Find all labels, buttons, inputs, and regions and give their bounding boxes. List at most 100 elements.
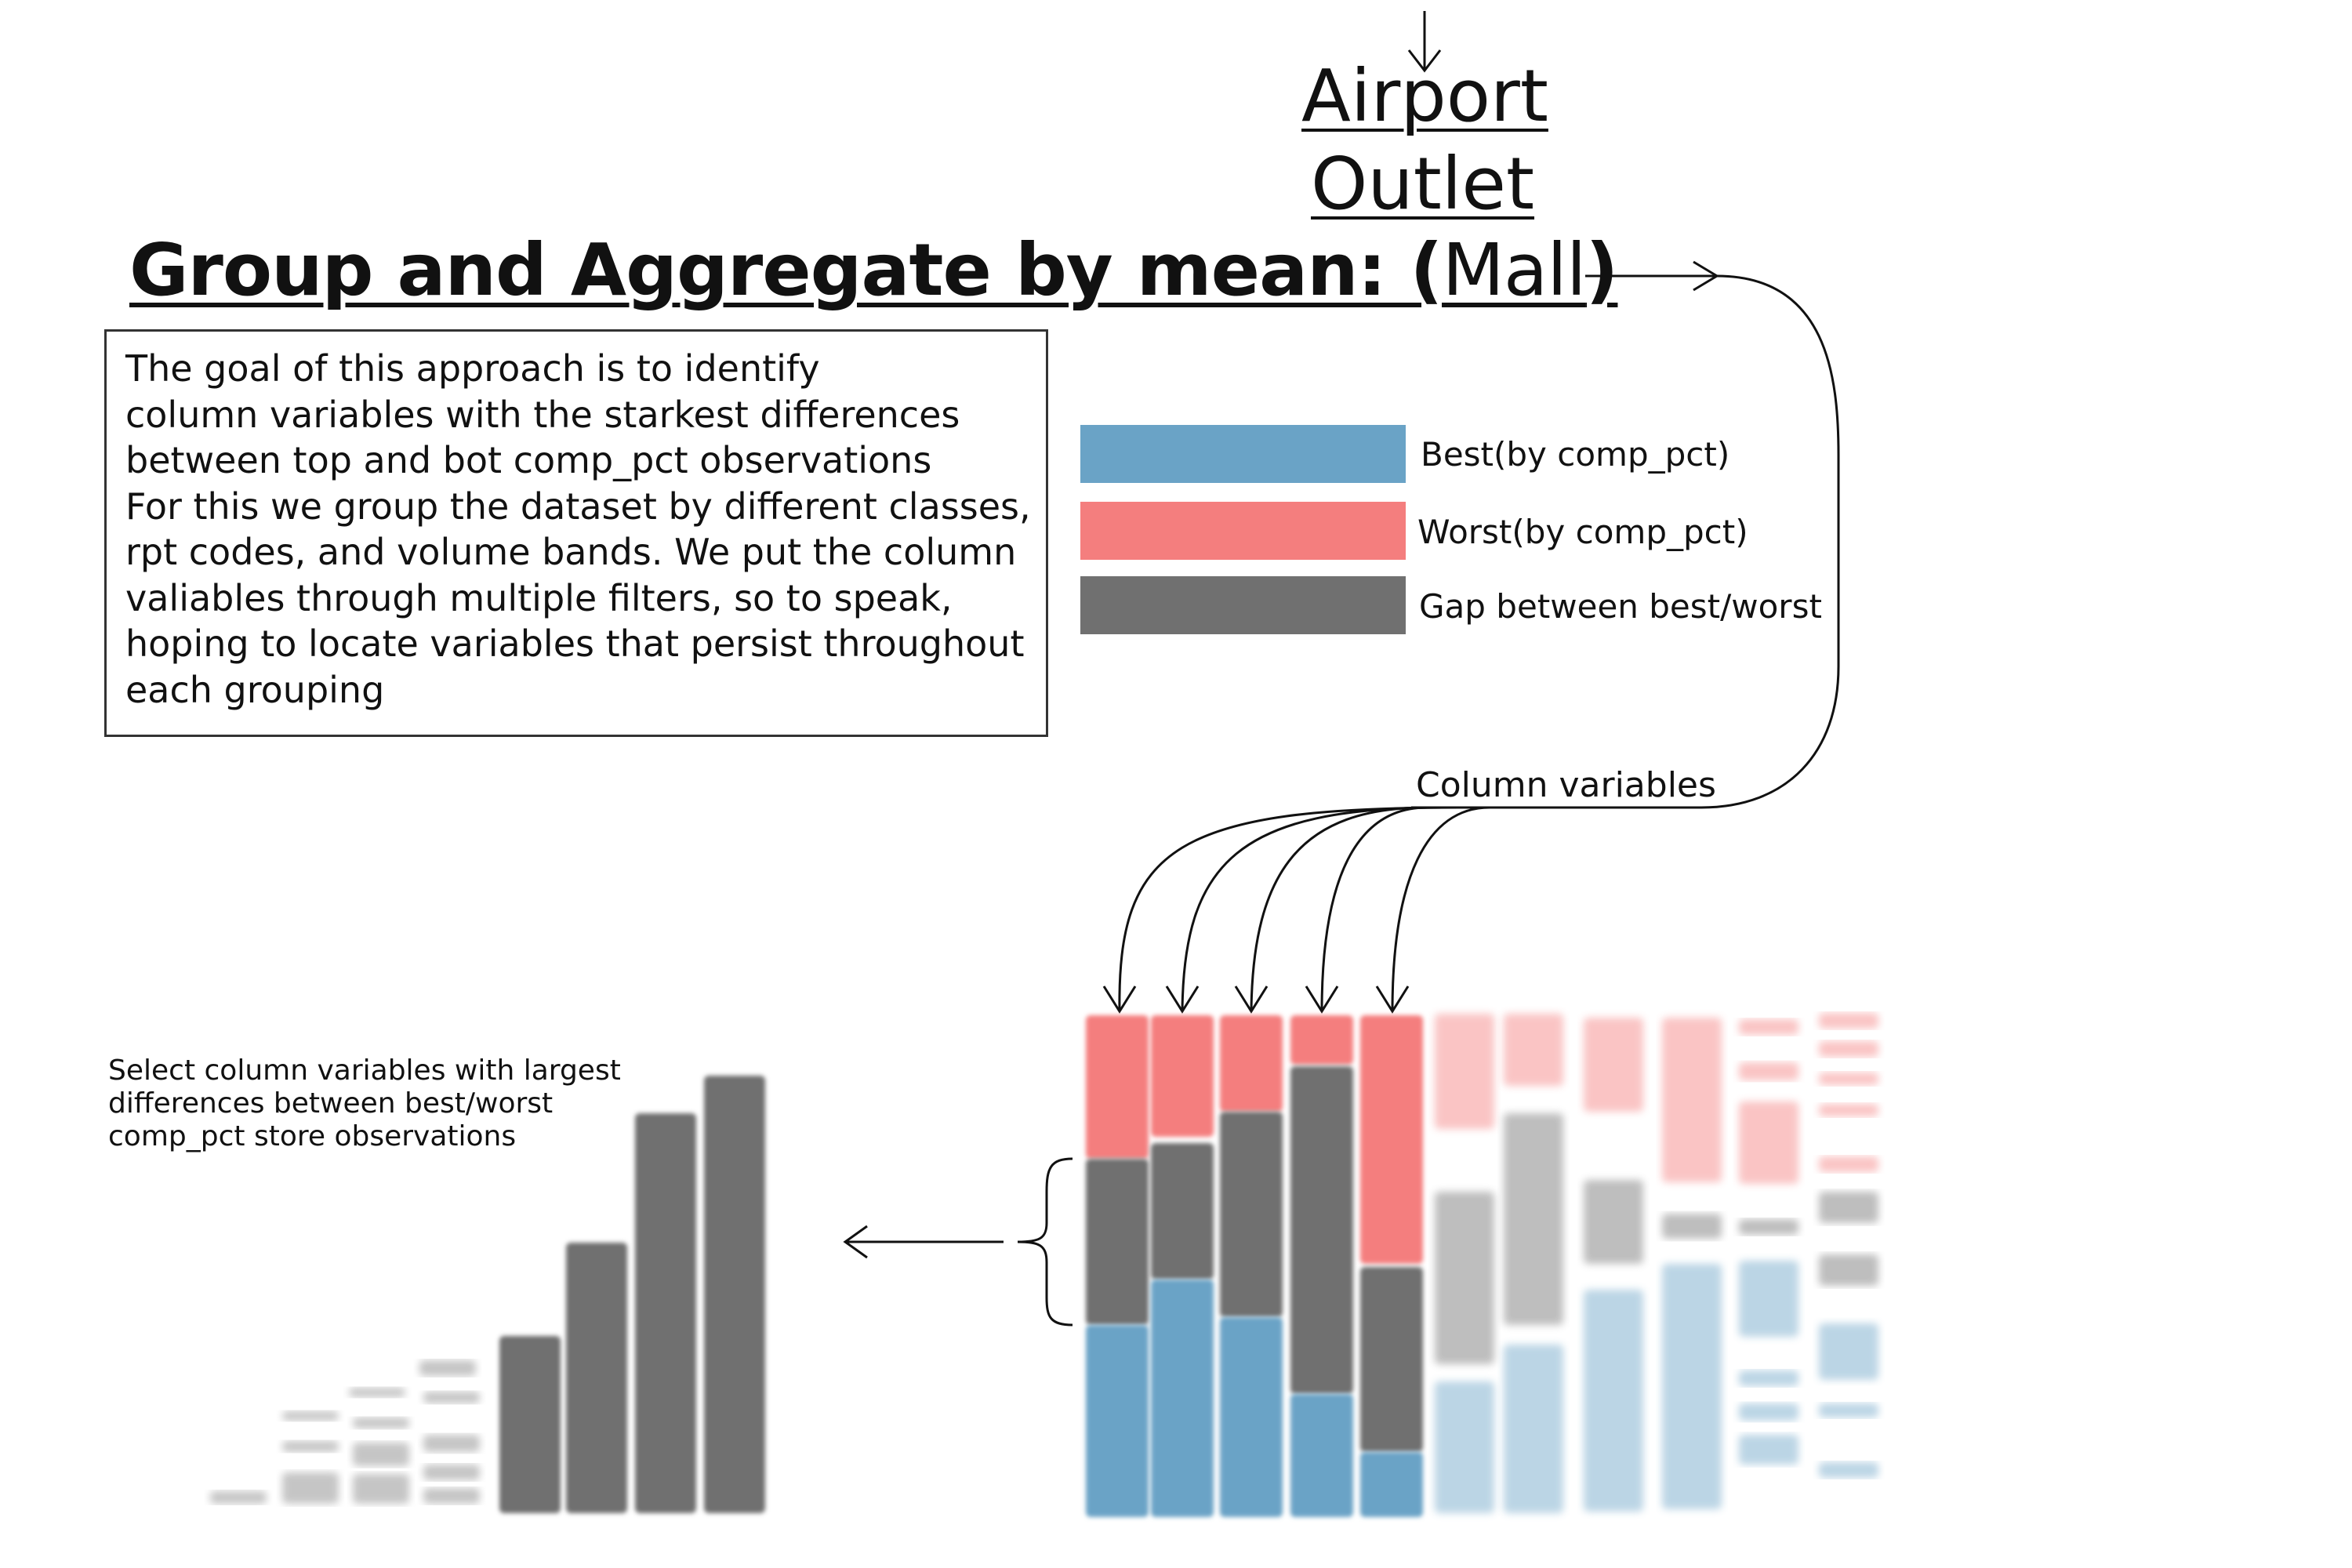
curved-arrow-icon bbox=[1118, 806, 1459, 1012]
gap-segment-faded bbox=[1819, 1254, 1878, 1286]
best-segment-faded bbox=[1739, 1370, 1798, 1386]
description-line: hoping to locate variables that persist … bbox=[125, 622, 1025, 665]
gap-segment-faded bbox=[1662, 1214, 1722, 1239]
description-line: each grouping bbox=[125, 668, 385, 711]
loop-arrow-icon bbox=[1411, 260, 1840, 809]
best-segment-faded bbox=[1819, 1323, 1878, 1380]
gap-bar bbox=[566, 1243, 627, 1513]
worst-segment-faded bbox=[1819, 1156, 1878, 1172]
best-segment bbox=[1220, 1317, 1283, 1517]
best-segment-faded bbox=[1819, 1462, 1878, 1478]
title-alt-outlet: Outlet bbox=[1311, 142, 1535, 226]
description-line: column variables with the starkest diffe… bbox=[125, 393, 960, 436]
down-arrow-icon bbox=[1407, 11, 1442, 73]
gap-segment-faded bbox=[1504, 1113, 1563, 1325]
gap-segment bbox=[1220, 1112, 1283, 1317]
title-prefix: Group and Aggregate by mean: ( bbox=[129, 228, 1443, 312]
gap-bar-faded bbox=[349, 1388, 405, 1397]
select-note: Select column variables with largest dif… bbox=[108, 1054, 621, 1153]
brace-icon bbox=[1017, 1157, 1073, 1327]
stacked-columns bbox=[1086, 1013, 1878, 1517]
worst-segment-faded bbox=[1435, 1014, 1494, 1129]
curved-arrow-icon bbox=[1320, 806, 1428, 1012]
worst-segment-faded bbox=[1739, 1062, 1798, 1080]
worst-segment-faded bbox=[1584, 1018, 1643, 1112]
worst-segment-faded bbox=[1739, 1102, 1798, 1184]
select-note-line: differences between best/worst bbox=[108, 1087, 554, 1120]
gap-segment bbox=[1360, 1267, 1423, 1452]
gap-bar-faded bbox=[423, 1392, 480, 1403]
gap-bar-faded bbox=[353, 1474, 409, 1504]
legend-gap-label: Gap between best/worst bbox=[1419, 587, 1822, 626]
legend-worst-swatch bbox=[1080, 502, 1406, 560]
gap-segment-faded bbox=[1584, 1180, 1643, 1264]
gap-bar-faded bbox=[282, 1411, 339, 1421]
description-line: rpt codes, and volume bands. We put the … bbox=[125, 531, 1017, 573]
gap-segment bbox=[1086, 1159, 1149, 1325]
gap-segment bbox=[1151, 1143, 1214, 1279]
gap-bar-faded bbox=[419, 1360, 476, 1376]
legend-best-label: Best(by comp_pct) bbox=[1421, 435, 1730, 474]
description-line: valiables through multiple filters, so t… bbox=[125, 576, 953, 619]
worst-segment bbox=[1086, 1015, 1149, 1159]
select-note-line: comp_pct store observations bbox=[108, 1120, 517, 1152]
worst-segment-faded bbox=[1819, 1041, 1878, 1057]
legend-best-swatch bbox=[1080, 425, 1406, 483]
gap-bar-faded bbox=[353, 1417, 409, 1428]
gap-bar bbox=[704, 1076, 765, 1513]
gap-bar-faded bbox=[210, 1491, 267, 1504]
worst-segment-faded bbox=[1819, 1073, 1878, 1085]
curved-arrow-icon bbox=[1391, 806, 1490, 1012]
best-segment-faded bbox=[1739, 1403, 1798, 1421]
best-segment bbox=[1151, 1279, 1214, 1517]
left-arrow-icon bbox=[843, 1225, 1004, 1259]
curved-arrow-icon bbox=[1250, 806, 1428, 1012]
best-segment-faded bbox=[1739, 1261, 1798, 1337]
best-segment bbox=[1290, 1394, 1353, 1517]
gap-bar-faded bbox=[423, 1488, 480, 1504]
arrowhead-icon bbox=[1102, 985, 1137, 1014]
description-box: The goal of this approach is to identify… bbox=[104, 329, 1048, 737]
description-line: between top and bot comp_pct observation… bbox=[125, 439, 932, 481]
gap-bar bbox=[499, 1336, 561, 1513]
title-suffix: ) bbox=[1585, 228, 1618, 312]
worst-segment-faded bbox=[1739, 1019, 1798, 1035]
legend-gap-swatch bbox=[1080, 576, 1406, 634]
best-segment-faded bbox=[1584, 1290, 1643, 1512]
legend-worst-label: Worst(by comp_pct) bbox=[1417, 513, 1748, 551]
worst-segment bbox=[1360, 1015, 1423, 1264]
gap-bar-faded bbox=[282, 1472, 339, 1504]
best-segment-faded bbox=[1739, 1435, 1798, 1465]
gap-segment-faded bbox=[1739, 1219, 1798, 1235]
best-segment-faded bbox=[1435, 1381, 1494, 1513]
gap-bar bbox=[635, 1113, 696, 1513]
best-segment bbox=[1360, 1452, 1423, 1517]
worst-segment-faded bbox=[1819, 1013, 1878, 1029]
best-segment-faded bbox=[1662, 1264, 1722, 1509]
column-variables-label: Column variables bbox=[1416, 765, 1716, 805]
select-note-line: Select column variables with largest bbox=[108, 1054, 621, 1087]
worst-segment-faded bbox=[1819, 1104, 1878, 1116]
arrowhead-icon bbox=[1165, 985, 1200, 1014]
arrowhead-icon bbox=[1375, 985, 1410, 1014]
gap-segment-faded bbox=[1435, 1192, 1494, 1364]
gap-bar-faded bbox=[353, 1443, 409, 1466]
worst-segment bbox=[1290, 1015, 1353, 1065]
best-segment-faded bbox=[1819, 1403, 1878, 1417]
curved-arrow-icon bbox=[1181, 806, 1443, 1012]
column-pointer-arrows bbox=[1102, 806, 1490, 1014]
sorted-gap-bars bbox=[210, 1076, 765, 1513]
arrowhead-icon bbox=[1234, 985, 1269, 1014]
worst-segment bbox=[1220, 1015, 1283, 1112]
gap-segment-faded bbox=[1819, 1192, 1878, 1223]
gap-segment bbox=[1290, 1066, 1353, 1394]
worst-segment-faded bbox=[1504, 1014, 1563, 1086]
gap-bar-faded bbox=[423, 1465, 480, 1480]
description-line: The goal of this approach is to identify bbox=[125, 347, 820, 390]
worst-segment bbox=[1151, 1015, 1214, 1137]
title-mall: Mall bbox=[1442, 228, 1587, 312]
best-segment-faded bbox=[1504, 1345, 1563, 1513]
worst-segment-faded bbox=[1662, 1018, 1722, 1182]
arrowhead-icon bbox=[1305, 985, 1339, 1014]
diagram-title: Group and Aggregate by mean: (Mall) bbox=[129, 227, 1618, 314]
